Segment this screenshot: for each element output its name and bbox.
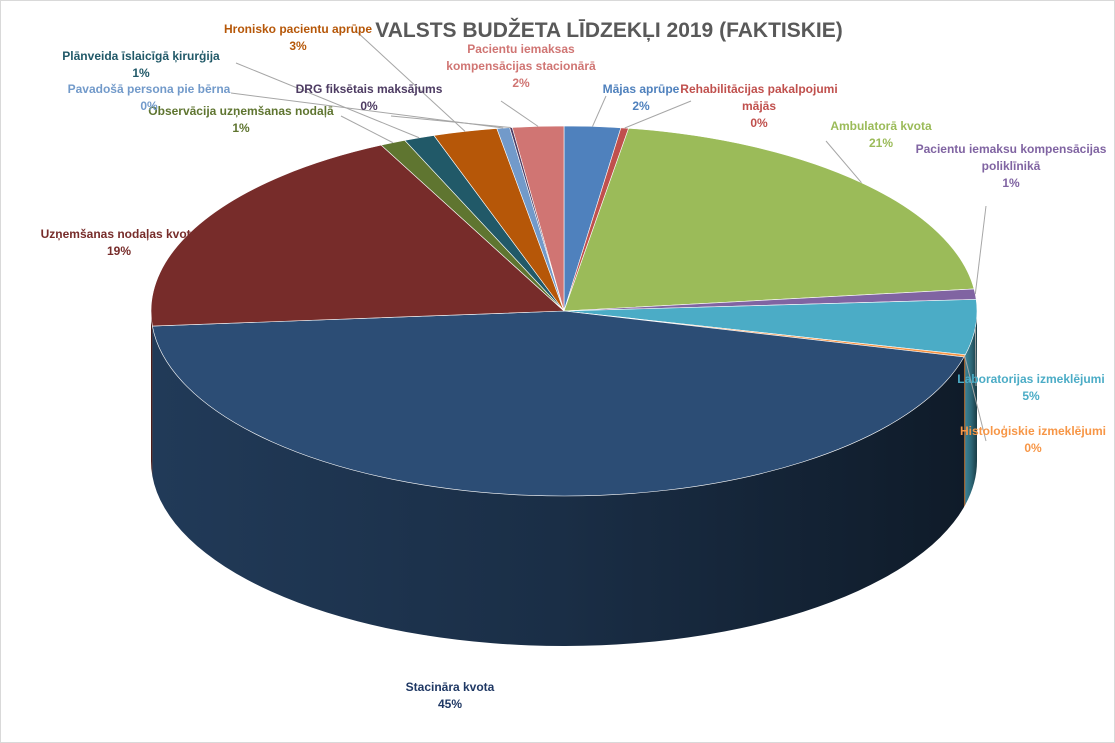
leader-line <box>964 355 987 442</box>
data-label: Observācija uzņemšanas nodaļā 1% <box>131 103 351 137</box>
label-name: Mājas aprūpe <box>602 82 680 96</box>
label-name: Uzņemšanas nodaļas kvota <box>40 227 198 241</box>
label-name: Hronisko pacientu aprūpe <box>223 22 373 36</box>
data-label: Uzņemšanas nodaļas kvota 19% <box>24 226 214 260</box>
label-value: 19% <box>106 244 132 258</box>
label-name: Pacientu iemaksu kompensācijas poliklīni… <box>915 142 1107 173</box>
data-label: Rehabilitācijas pakalpojumi mājās 0% <box>679 81 839 132</box>
label-name: Ambulatorā kvota <box>830 119 932 133</box>
label-value: 45% <box>437 697 463 711</box>
label-value: 5% <box>1022 389 1040 403</box>
leader-line <box>592 95 607 127</box>
slice <box>150 144 565 327</box>
data-label: DRG fiksētais maksājums 0% <box>294 81 444 115</box>
leader-line <box>235 62 420 139</box>
slice-side <box>152 326 965 647</box>
label-name: Pacientu iemaksas kompensācijas stacionā… <box>446 42 596 73</box>
label-value: 0% <box>140 99 158 113</box>
label-value: 3% <box>289 39 307 53</box>
label-value: 2% <box>632 99 650 113</box>
label-value: 1% <box>132 66 150 80</box>
chart-title: VALSTS BUDŽETA LĪDZEKĻI 2019 (FAKTISKIE) <box>375 19 843 42</box>
label-value: 2% <box>512 76 530 90</box>
leader-line <box>624 100 692 129</box>
leader-line <box>355 30 466 132</box>
data-label: Mājas aprūpe 2% <box>596 81 686 115</box>
label-name: Plānveida īslaicīgā ķirurģija <box>62 49 220 63</box>
leader-line <box>825 140 862 183</box>
leader-line <box>340 115 394 144</box>
leader-line <box>390 115 511 129</box>
label-value: 0% <box>750 116 768 130</box>
label-name: Pavadošā persona pie bērna <box>67 82 231 96</box>
label-value: 1% <box>1002 176 1020 190</box>
data-label: Ambulatorā kvota 21% <box>826 118 936 152</box>
label-name: DRG fiksētais maksājums <box>295 82 443 96</box>
leader-line <box>974 205 987 295</box>
label-name: Stacināra kvota <box>405 680 495 694</box>
slice-side <box>964 354 966 508</box>
slice <box>152 310 965 497</box>
data-label: Plānveida īslaicīgā ķirurģija 1% <box>46 48 236 82</box>
label-name: Observācija uzņemšanas nodaļā <box>148 104 334 118</box>
data-label: Pavadošā persona pie bērna 0% <box>59 81 239 115</box>
slice-side <box>965 311 977 505</box>
leader-line <box>974 327 977 387</box>
label-value: 0% <box>360 99 378 113</box>
slice-side <box>151 311 153 477</box>
label-value: 21% <box>868 136 894 150</box>
data-label: Laboratorijas izmeklējumi 5% <box>946 371 1115 405</box>
label-name: Laboratorijas izmeklējumi <box>957 372 1105 386</box>
data-label: Pacientu iemaksas kompensācijas stacionā… <box>441 41 601 92</box>
label-name: Rehabilitācijas pakalpojumi mājās <box>680 82 838 113</box>
label-value: 0% <box>1024 441 1042 455</box>
data-label: Pacientu iemaksu kompensācijas poliklīni… <box>901 141 1115 192</box>
label-name: Histoloģiskie izmeklējumi <box>959 424 1107 438</box>
leader-line <box>500 100 539 127</box>
data-label: Histoloģiskie izmeklējumi 0% <box>948 423 1115 457</box>
data-label: Hronisko pacientu aprūpe 3% <box>218 21 378 55</box>
label-value: 1% <box>232 121 250 135</box>
data-label: Stacināra kvota 45% <box>385 679 515 713</box>
